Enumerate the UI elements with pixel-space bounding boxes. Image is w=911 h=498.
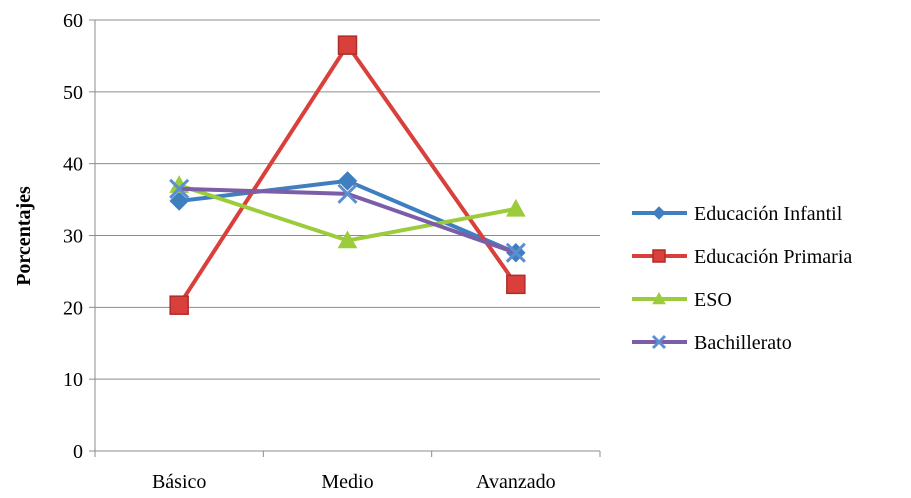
data-point-marker [337,35,358,55]
data-point-marker [651,334,667,350]
data-point-marker [652,206,666,220]
x-tick-label: Avanzado [476,471,556,493]
y-tick-label: 10 [63,369,83,391]
data-point-marker [505,198,526,217]
data-point-marker [169,191,189,211]
y-tick-label: 60 [63,10,83,32]
legend: Educación Infantil Educación Primaria ESO B… [632,203,852,354]
legend-label: Educación Primaria [694,246,852,268]
x-tick-label: Básico [152,471,206,493]
legend-label: Bachillerato [694,332,792,354]
data-point-marker [169,178,190,199]
y-tick-label: 0 [73,441,83,463]
data-point-marker [505,242,526,263]
data-point-marker [652,249,666,263]
series-layer [169,35,526,315]
data-point-marker [337,183,358,204]
data-point-marker [337,230,358,249]
legend-label: Educación Infantil [694,203,843,225]
data-point-marker [169,295,189,315]
legend-label: ESO [694,289,732,311]
y-tick-label: 20 [63,297,83,319]
data-point-marker [506,274,526,295]
y-tick-label: 40 [63,154,83,176]
data-point-marker [652,291,666,305]
x-axis-ticks: Básico Medio Avanzado [94,451,601,493]
x-tick-label: Medio [321,471,373,493]
y-axis-title: Porcentajes [13,186,35,286]
data-point-marker [337,171,358,191]
y-tick-label: 50 [63,82,83,104]
y-tick-label: 30 [63,226,83,248]
y-axis-ticks: 0 10 20 30 40 50 60 [63,10,95,463]
